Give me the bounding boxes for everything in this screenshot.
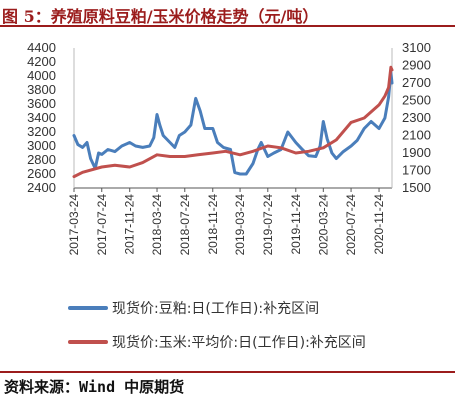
x-tick-label: 2017-03-24	[67, 194, 81, 256]
left-tick-label: 3200	[27, 124, 56, 139]
x-tick-label: 2019-03-24	[233, 194, 247, 256]
left-tick-label: 2600	[27, 166, 56, 181]
soymeal-series-line	[72, 71, 394, 176]
right-tick-label: 1700	[402, 163, 431, 178]
right-tick-label: 2900	[402, 58, 431, 73]
plot-svg: 2400260028003000320034003600380040004200…	[27, 40, 431, 351]
right-tick-label: 2500	[402, 93, 431, 108]
right-tick-label: 2700	[402, 75, 431, 90]
x-tick-label: 2020-03-24	[316, 194, 330, 256]
title-divider	[0, 25, 455, 27]
chart-title: 图 5：养殖原料豆粕/玉米价格走势（元/吨）	[2, 7, 319, 26]
left-tick-label: 3600	[27, 96, 56, 111]
x-tick-label: 2020-11-24	[372, 194, 386, 255]
legend-label: 现货价:豆粕:日(工作日):补充区间	[112, 300, 319, 317]
left-tick-label: 2800	[27, 152, 56, 167]
left-tick-label: 3400	[27, 110, 56, 125]
x-tick-label: 2019-11-24	[289, 194, 303, 255]
left-tick-label: 3800	[27, 82, 56, 97]
series-layer	[72, 65, 394, 179]
legend-label: 现货价:玉米:平均价:日(工作日):补充区间	[112, 334, 366, 351]
left-tick-label: 2400	[27, 180, 56, 195]
x-tick-label: 2018-03-24	[150, 194, 164, 256]
left-tick-label: 4400	[27, 40, 56, 55]
right-tick-label: 2100	[402, 128, 431, 143]
title-bar: 图 5：养殖原料豆粕/玉米价格走势（元/吨）	[0, 0, 455, 27]
right-tick-label: 1900	[402, 145, 431, 160]
left-axis: 2400260028003000320034003600380040004200…	[27, 40, 56, 195]
x-tick-label: 2018-07-24	[178, 194, 192, 256]
left-tick-label: 4000	[27, 68, 56, 83]
x-tick-label: 2017-11-24	[123, 194, 137, 255]
x-tick-label: 2018-11-24	[206, 194, 220, 255]
left-tick-label: 4200	[27, 54, 56, 69]
left-tick-label: 3000	[27, 138, 56, 153]
right-axis: 1500 1700 1900 2100 2300 2500 2700 2900 3100	[402, 40, 431, 195]
source-note: 资料来源：Wind 中原期货	[4, 378, 185, 396]
x-tick-label: 2017-07-24	[95, 194, 109, 256]
corn-series-line	[72, 65, 394, 179]
x-tick-label: 2019-07-24	[261, 194, 275, 256]
right-tick-label: 1500	[402, 180, 431, 195]
right-tick-label: 2300	[402, 110, 431, 125]
source-divider	[0, 371, 455, 373]
x-tick-label: 2020-07-24	[344, 194, 358, 256]
x-axis: 2017-03-24 2017-07-24 2017-11-24 2018-03-24…	[67, 188, 386, 255]
right-tick-label: 3100	[402, 40, 431, 55]
